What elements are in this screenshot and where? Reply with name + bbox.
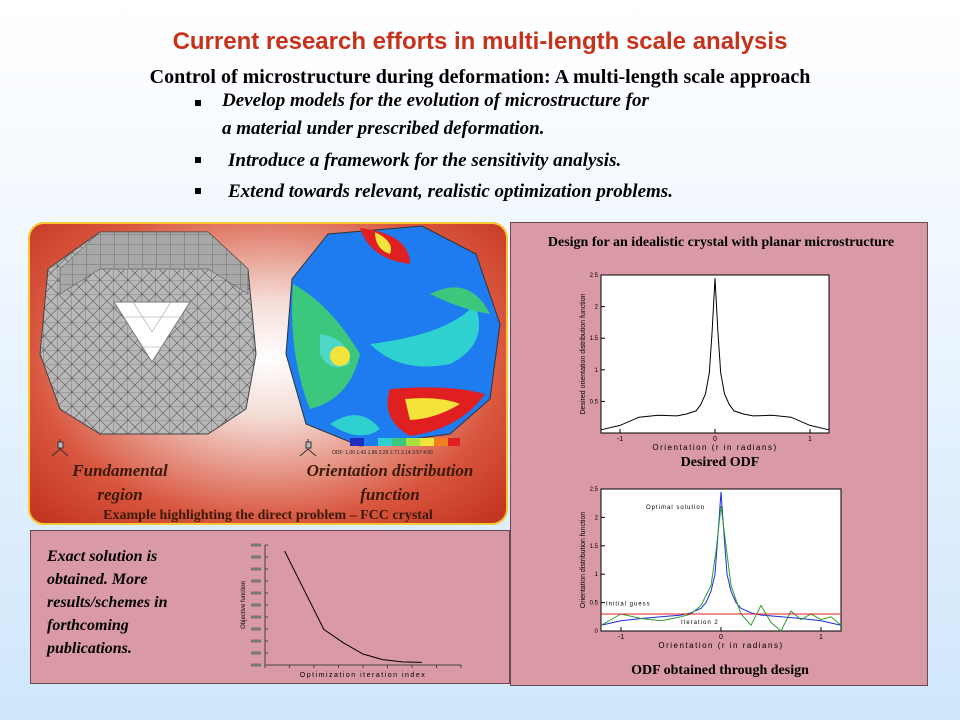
fundamental-label-2: region <box>97 485 143 504</box>
y-tick-label <box>251 627 261 631</box>
result-text-3: results/schemes in <box>47 594 168 611</box>
direct-problem-caption: Example highlighting the direct problem … <box>103 508 433 523</box>
series-line-0 <box>600 278 830 431</box>
design-title: Design for an idealistic crystal with pl… <box>547 235 895 250</box>
bullet-icon <box>195 157 201 163</box>
page-subtitle: Control of microstructure during deforma… <box>149 66 811 88</box>
x-tick-label: 0 <box>719 634 723 641</box>
result-text-1: Exact solution is <box>47 548 158 565</box>
design-panel: Design for an idealistic crystal with pl… <box>510 222 928 686</box>
fcc-illustration: ODF: 1.00 1.43 1.86 2.29 2.71 3.14 3.57 … <box>39 225 501 457</box>
y-tick-label: 2.5 <box>590 487 599 493</box>
fundamental-label-1: Fundamental <box>72 461 168 480</box>
y-tick-label: 0.5 <box>590 399 599 405</box>
result-text-5: publications. <box>47 640 132 657</box>
y-tick-label <box>251 651 261 655</box>
y-tick-label: 2 <box>595 515 599 521</box>
y-axis-label: Orientation distribution function <box>580 512 587 609</box>
colorbar-ticks: ODF: 1.00 1.43 1.86 2.29 2.71 3.14 3.57 … <box>332 450 433 456</box>
y-tick-label <box>251 591 261 595</box>
y-tick-label <box>251 603 261 607</box>
plot-frame <box>600 488 842 632</box>
page-title: Current research efforts in multi-length… <box>172 28 788 55</box>
annotation: Optimal solution <box>646 505 705 511</box>
x-tick-label: 0 <box>713 436 717 443</box>
desired-odf-chart: 0.5 1 1.5 2 2.5 -1 0 1 Orientation (r in radians… <box>580 273 830 452</box>
y-axis-label: Objective function <box>241 581 247 629</box>
y-tick-label <box>251 663 261 667</box>
y-tick-label <box>251 555 261 559</box>
y-tick-label <box>251 543 261 547</box>
objective-function-chart: Optimization iteration index Objective fu… <box>241 543 462 679</box>
bullet-icon <box>195 100 201 106</box>
y-tick-label <box>251 615 261 619</box>
bullet-icon <box>195 188 201 194</box>
y-tick-label: 1 <box>595 572 599 578</box>
designed-odf-caption: ODF obtained through design <box>631 663 809 678</box>
result-text-2: obtained. More <box>47 571 148 588</box>
designed-odf-chart: 0 0.5 1 1.5 2 2.5 -1 0 1 Orientation (r in radian… <box>580 487 842 650</box>
bullet-2: Introduce a framework for the sensitivit… <box>228 150 622 171</box>
odf-colorbar: ODF: 1.00 1.43 1.86 2.29 2.71 3.14 3.57 … <box>332 438 460 456</box>
x-tick-label: -1 <box>618 634 624 641</box>
y-axis-label: Desired orientation distribution functio… <box>580 293 587 414</box>
odf-label-2: function <box>360 485 420 504</box>
bullet-1-line2: a material under prescribed deformation. <box>222 118 545 139</box>
direct-problem-panel: ODF: 1.00 1.43 1.86 2.29 2.71 3.14 3.57 … <box>28 222 508 525</box>
x-tick-label: -1 <box>617 436 623 443</box>
y-tick-label <box>251 579 261 583</box>
y-tick-label: 0 <box>595 629 599 635</box>
objective-series-line <box>284 550 422 663</box>
x-axis-label: Orientation (r in radians) <box>652 443 777 452</box>
axes-icon-1 <box>51 439 69 457</box>
y-tick-label: 2 <box>595 305 599 311</box>
x-axis-label: Orientation (r in radians) <box>658 641 783 650</box>
bullet-1-line1: Develop models for the evolution of micr… <box>222 90 649 111</box>
odf-label-1: Orientation distribution <box>306 461 474 480</box>
fundamental-region-top <box>59 231 249 295</box>
annotation: Iteration 2 <box>681 620 719 626</box>
annotation: Initial guess <box>606 601 651 607</box>
axes-icon-2 <box>299 439 317 457</box>
x-tick-label: 1 <box>808 436 812 443</box>
y-tick-label: 1.5 <box>590 544 599 550</box>
series-line-optimal-solution <box>600 491 842 626</box>
y-tick-label: 2.5 <box>590 273 599 279</box>
y-tick-label <box>251 639 261 643</box>
y-tick-label: 1 <box>595 368 599 374</box>
y-tick-label <box>251 567 261 571</box>
x-tick-label: 1 <box>819 634 823 641</box>
result-text-4: forthcoming <box>47 617 129 634</box>
plot-frame <box>600 274 830 434</box>
y-tick-label: 1.5 <box>590 336 599 342</box>
desired-odf-caption: Desired ODF <box>680 455 760 470</box>
series-line-iteration-2 <box>600 505 842 632</box>
optimization-panel: Exact solution is obtained. More results… <box>30 530 510 684</box>
x-axis-label: Optimization iteration index <box>300 672 426 679</box>
bullet-3: Extend towards relevant, realistic optim… <box>228 181 673 202</box>
y-tick-label: 0.5 <box>590 601 599 607</box>
